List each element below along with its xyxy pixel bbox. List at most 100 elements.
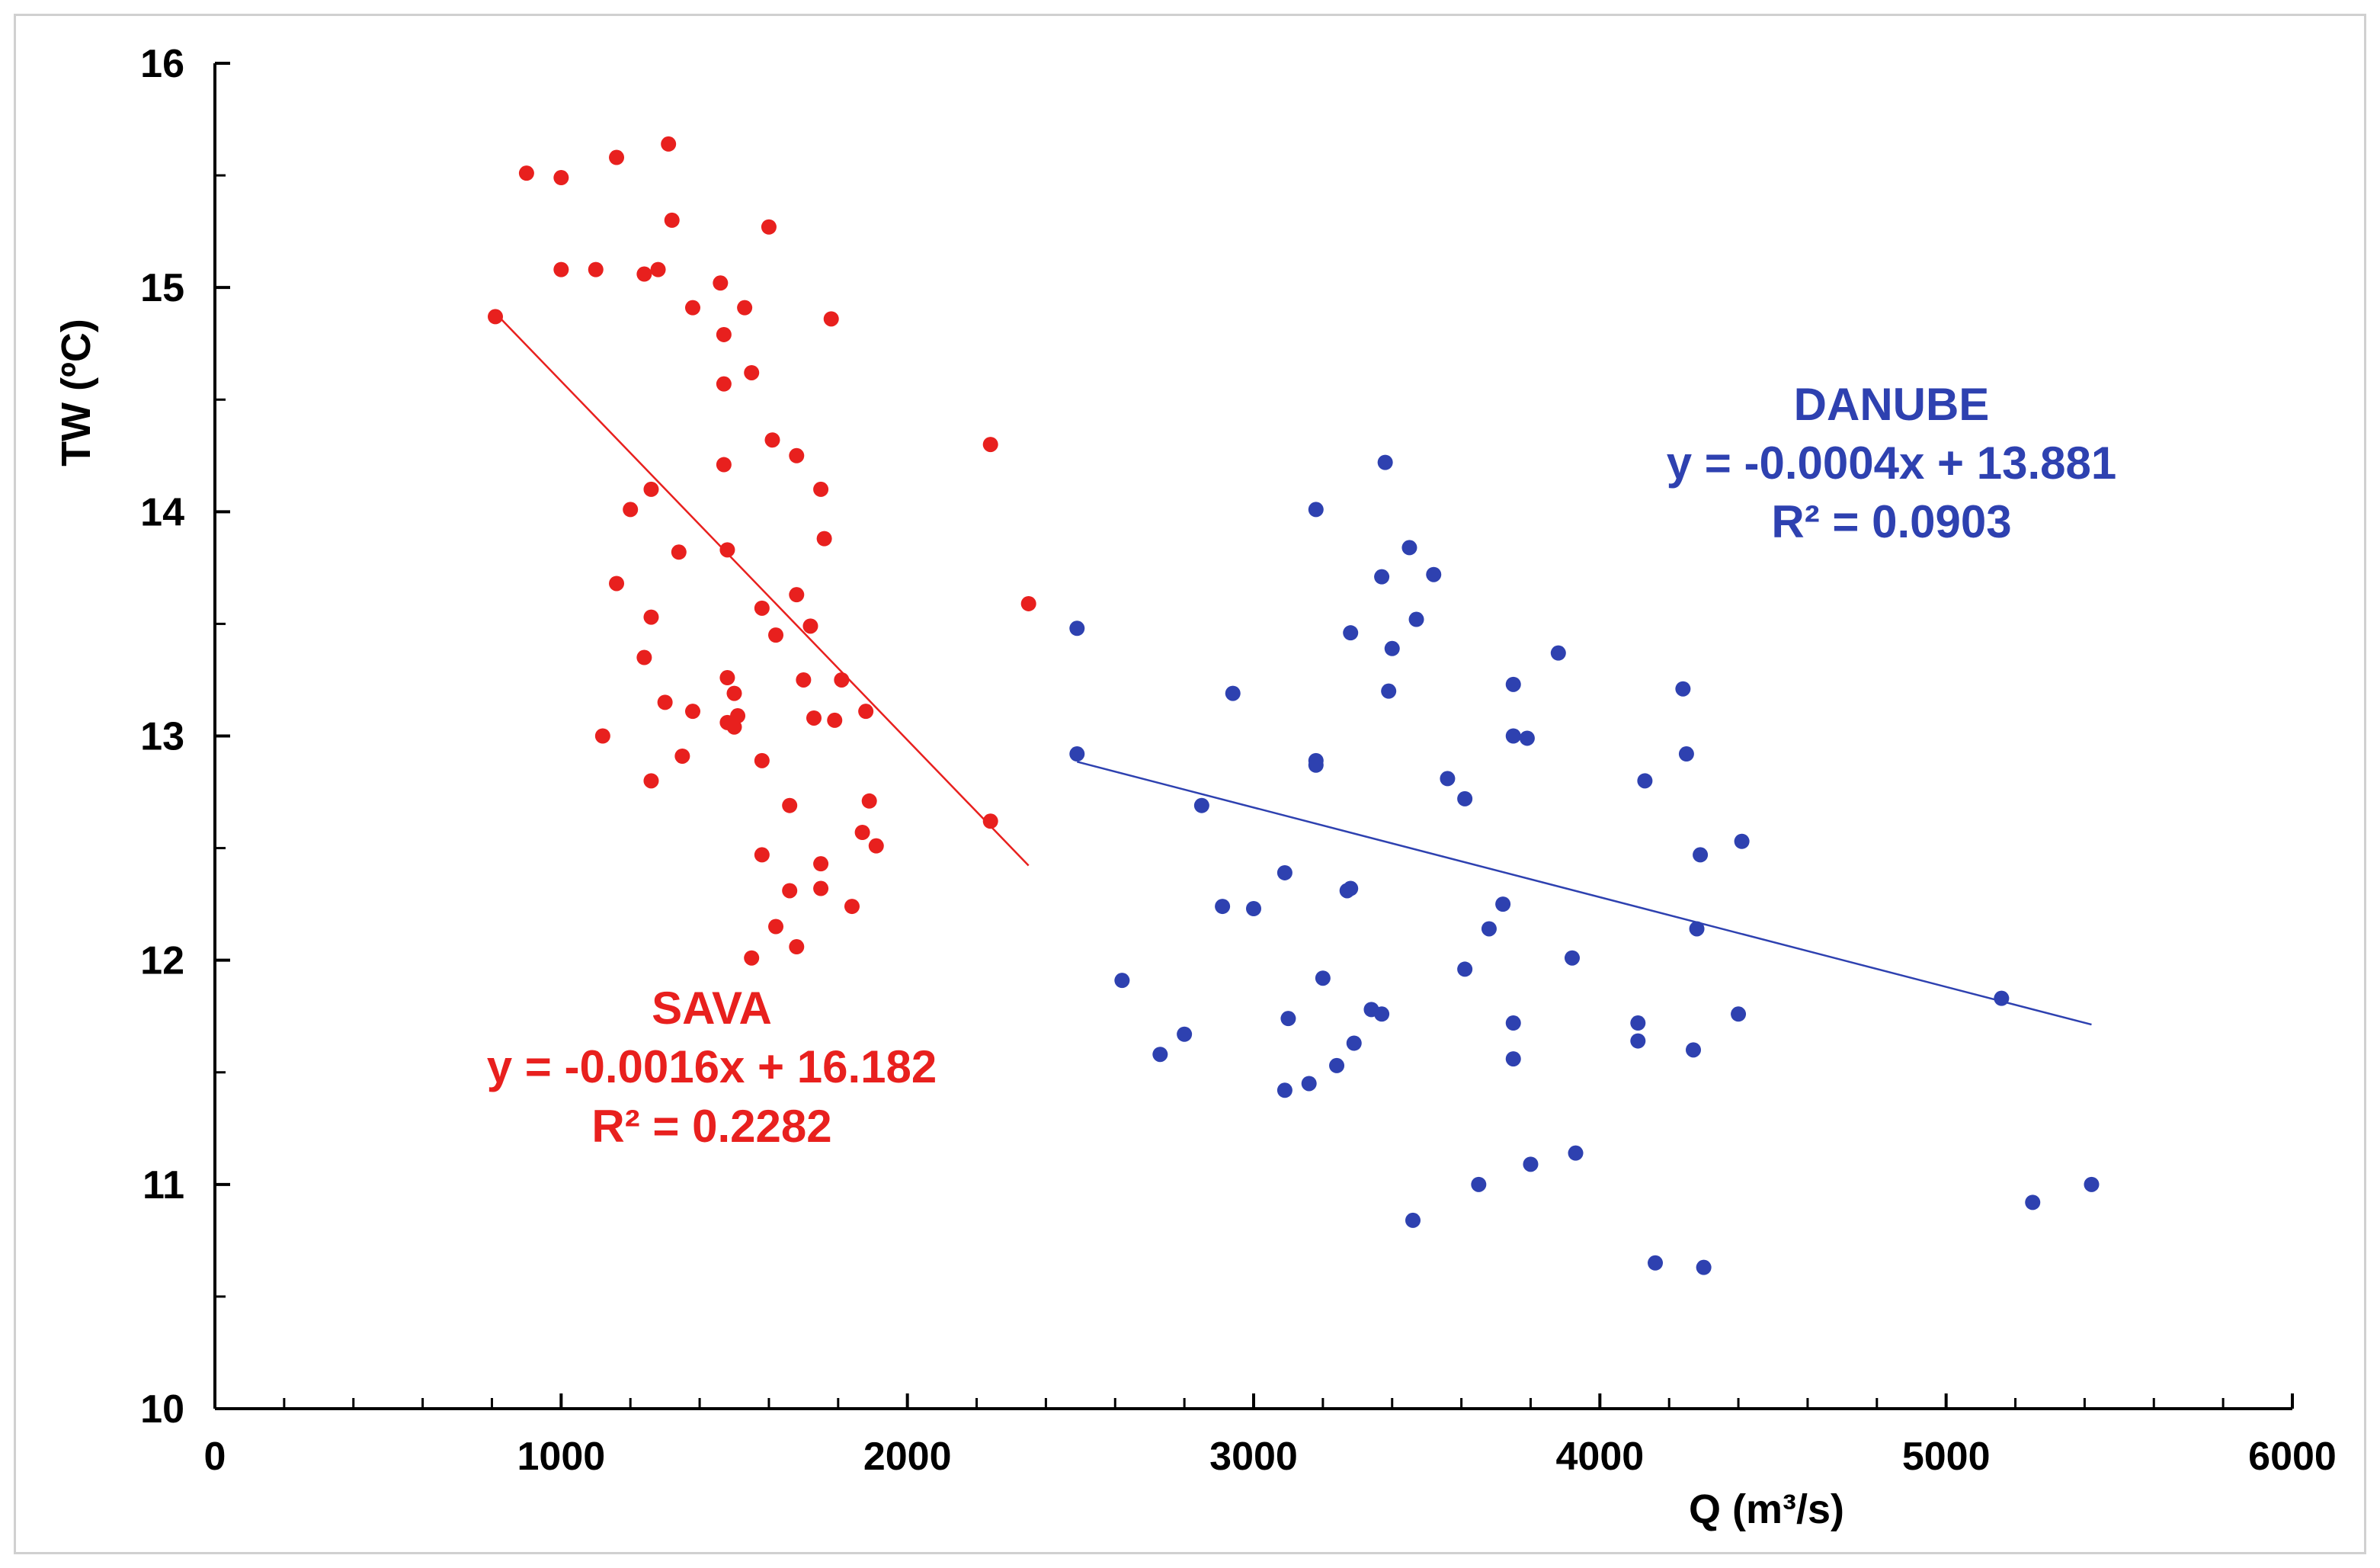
sava-data-point bbox=[518, 165, 534, 181]
x-tick-label: 0 bbox=[204, 1435, 226, 1479]
sava-data-point bbox=[553, 170, 569, 186]
danube-data-point bbox=[1994, 990, 2010, 1006]
danube-data-point bbox=[1550, 645, 1566, 661]
x-tick-label: 5000 bbox=[1902, 1435, 1991, 1479]
danube-data-point bbox=[1343, 625, 1359, 641]
sava-data-point bbox=[737, 300, 753, 316]
sava-data-point bbox=[643, 481, 659, 497]
danube-data-point bbox=[1678, 746, 1694, 762]
sava-label: SAVA bbox=[652, 983, 772, 1034]
danube-data-point bbox=[1308, 752, 1324, 768]
sava-data-point bbox=[744, 950, 760, 966]
danube-data-point bbox=[1374, 569, 1390, 585]
danube-data-point bbox=[1374, 1006, 1390, 1022]
danube-equation: y = -0.0004x + 13.881 bbox=[1667, 438, 2117, 489]
sava-data-point bbox=[823, 311, 839, 327]
danube-data-point bbox=[2084, 1176, 2100, 1192]
danube-data-point bbox=[1505, 676, 1521, 692]
danube-data-point bbox=[1686, 1042, 1702, 1058]
sava-data-point bbox=[609, 149, 625, 165]
danube-data-point bbox=[1564, 950, 1580, 966]
y-tick-label: 10 bbox=[140, 1387, 184, 1432]
danube-data-point bbox=[1505, 1015, 1521, 1031]
x-tick-label: 6000 bbox=[2248, 1435, 2337, 1479]
sava-data-point bbox=[858, 704, 874, 720]
danube-data-point bbox=[1457, 961, 1473, 977]
sava-data-point bbox=[650, 261, 666, 277]
data-points bbox=[488, 136, 2100, 1275]
sava-data-point bbox=[713, 275, 729, 291]
danube-data-point bbox=[1069, 746, 1085, 762]
danube-data-point bbox=[1630, 1015, 1646, 1031]
y-tick-label: 11 bbox=[143, 1163, 184, 1207]
danube-data-point bbox=[1519, 730, 1535, 746]
sava-data-point bbox=[657, 694, 673, 710]
sava-data-point bbox=[643, 609, 659, 625]
danube-data-point bbox=[2025, 1194, 2041, 1210]
danube-data-point bbox=[1381, 683, 1397, 699]
danube-data-point bbox=[1734, 833, 1750, 849]
trendlines bbox=[495, 312, 2092, 1026]
danube-data-point bbox=[1246, 901, 1261, 917]
sava-data-point bbox=[782, 797, 798, 813]
danube-data-point bbox=[1377, 454, 1393, 470]
sava-annotation: SAVA y = -0.0016x + 16.182 R² = 0.2282 bbox=[487, 983, 937, 1152]
danube-label: DANUBE bbox=[1794, 379, 1990, 430]
danube-data-point bbox=[1689, 921, 1705, 937]
sava-equation: y = -0.0016x + 16.182 bbox=[487, 1041, 937, 1092]
sava-data-point bbox=[716, 457, 732, 473]
sava-data-point bbox=[802, 618, 818, 634]
sava-data-point bbox=[671, 544, 687, 560]
danube-data-point bbox=[1343, 880, 1359, 896]
sava-data-point bbox=[726, 719, 742, 735]
danube-data-point bbox=[1648, 1255, 1664, 1271]
danube-data-point bbox=[1405, 1212, 1421, 1228]
danube-data-point bbox=[1276, 1082, 1293, 1098]
danube-data-point bbox=[1505, 728, 1521, 744]
y-axis-title: TW (ºC) bbox=[53, 319, 99, 467]
sava-data-point bbox=[796, 672, 812, 688]
danube-data-point bbox=[1276, 864, 1293, 880]
danube-data-point bbox=[1440, 771, 1456, 787]
x-tick-label: 1000 bbox=[517, 1435, 605, 1479]
sava-data-point bbox=[813, 880, 829, 896]
sava-data-point bbox=[861, 793, 877, 809]
sava-data-point bbox=[813, 481, 829, 497]
x-tick-label: 2000 bbox=[863, 1435, 952, 1479]
danube-data-point bbox=[1315, 970, 1331, 986]
danube-data-point bbox=[1152, 1047, 1168, 1063]
y-tick-label: 13 bbox=[140, 715, 184, 759]
danube-data-point bbox=[1301, 1076, 1317, 1092]
y-tick-label: 15 bbox=[140, 266, 184, 310]
sava-data-point bbox=[719, 542, 735, 558]
sava-data-point bbox=[594, 728, 610, 744]
danube-data-point bbox=[1523, 1156, 1539, 1172]
danube-data-point bbox=[1731, 1006, 1747, 1022]
danube-data-point bbox=[1481, 921, 1497, 937]
x-axis-title: Q (m³/s) bbox=[1689, 1486, 1844, 1532]
sava-data-point bbox=[661, 136, 677, 152]
sava-data-point bbox=[623, 502, 639, 518]
danube-data-point bbox=[1457, 790, 1473, 806]
sava-data-point bbox=[816, 531, 832, 547]
sava-data-point bbox=[754, 600, 770, 616]
sava-data-point bbox=[854, 824, 870, 840]
sava-data-point bbox=[716, 326, 732, 342]
danube-data-point bbox=[1384, 640, 1400, 656]
sava-data-point bbox=[761, 219, 777, 235]
danube-data-point bbox=[1177, 1026, 1193, 1042]
axes bbox=[213, 63, 2292, 1410]
danube-data-point bbox=[1193, 797, 1209, 813]
danube-data-point bbox=[1693, 847, 1709, 863]
sava-data-point bbox=[726, 685, 742, 701]
chart-frame bbox=[14, 14, 2366, 1554]
sava-data-point bbox=[636, 266, 652, 282]
sava-data-point bbox=[588, 261, 604, 277]
danube-data-point bbox=[1696, 1259, 1712, 1275]
sava-data-point bbox=[636, 649, 652, 665]
danube-data-point bbox=[1568, 1145, 1584, 1161]
sava-data-point bbox=[789, 939, 805, 955]
y-tick-label: 14 bbox=[140, 490, 184, 534]
x-tick-label: 3000 bbox=[1209, 1435, 1298, 1479]
